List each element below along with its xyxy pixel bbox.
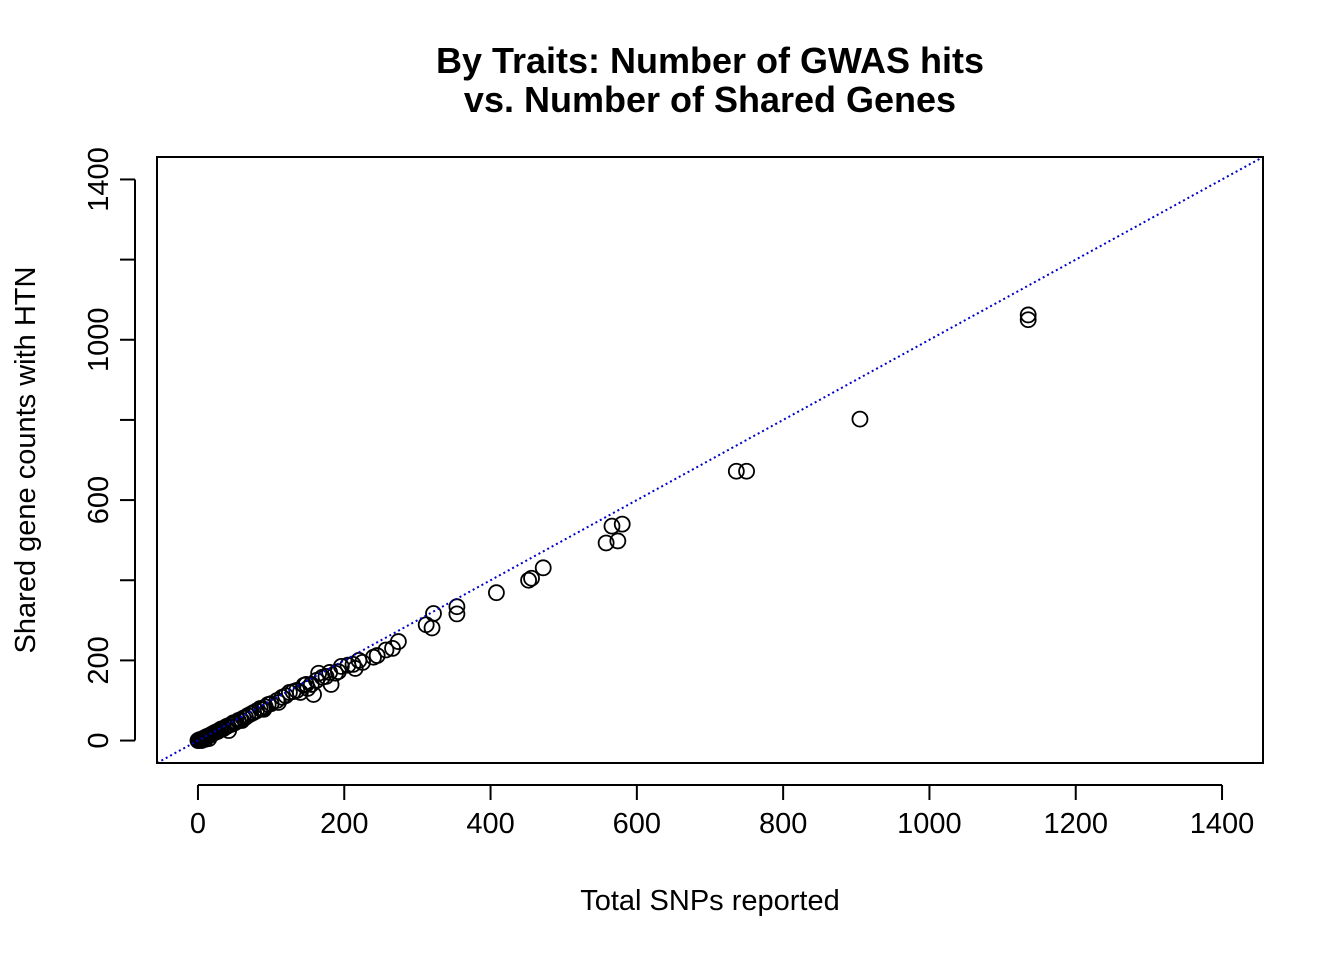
y-tick-label-7: 1400 — [83, 147, 115, 212]
y-tick-label-1: 200 — [83, 636, 115, 684]
y-axis: 0 200 600 1000 1400 — [83, 147, 136, 749]
y-tick-label-0: 0 — [83, 732, 115, 748]
x-tick-label-5: 1000 — [897, 808, 962, 840]
x-tick-label-4: 800 — [759, 808, 807, 840]
data-point-19 — [384, 639, 401, 657]
x-tick-label-3: 600 — [613, 808, 661, 840]
data-point-97 — [191, 731, 209, 749]
data-point-6 — [613, 515, 631, 533]
chart-title-line-1: By Traits: Number of GWAS hits — [436, 40, 984, 81]
data-point-17 — [423, 619, 441, 637]
data-point-7 — [597, 534, 615, 552]
data-point-0 — [1019, 306, 1037, 324]
x-tick-label-6: 1200 — [1043, 808, 1108, 840]
data-point-38 — [302, 676, 320, 693]
data-point-12 — [488, 584, 505, 602]
x-axis-label: Total SNPs reported — [580, 885, 840, 917]
data-point-1 — [1019, 311, 1037, 329]
x-tick-label-7: 1400 — [1190, 808, 1255, 840]
data-point-14 — [448, 605, 466, 623]
data-point-20 — [377, 641, 395, 659]
data-point-4 — [738, 462, 755, 480]
data-point-9 — [534, 559, 552, 577]
x-tick-label-0: 0 — [190, 808, 206, 840]
chart-title-line-2: vs. Number of Shared Genes — [464, 79, 956, 120]
data-point-11 — [520, 571, 537, 589]
x-tick-label-1: 200 — [320, 808, 368, 840]
data-point-3 — [727, 462, 745, 480]
y-axis-label: Shared gene counts with HTN — [10, 267, 42, 654]
x-axis: 0 200 400 600 800 1000 1200 1400 — [190, 784, 1255, 840]
data-point-10 — [523, 569, 540, 587]
data-points — [189, 306, 1037, 749]
data-point-8 — [609, 532, 627, 550]
y-tick-label-5: 1000 — [83, 308, 115, 373]
plot-area-border — [156, 156, 1264, 764]
data-point-5 — [603, 517, 621, 535]
identity-reference-line — [156, 156, 1264, 764]
data-point-2 — [851, 410, 869, 428]
y-tick-label-3: 600 — [83, 476, 115, 524]
x-tick-label-2: 400 — [466, 808, 514, 840]
